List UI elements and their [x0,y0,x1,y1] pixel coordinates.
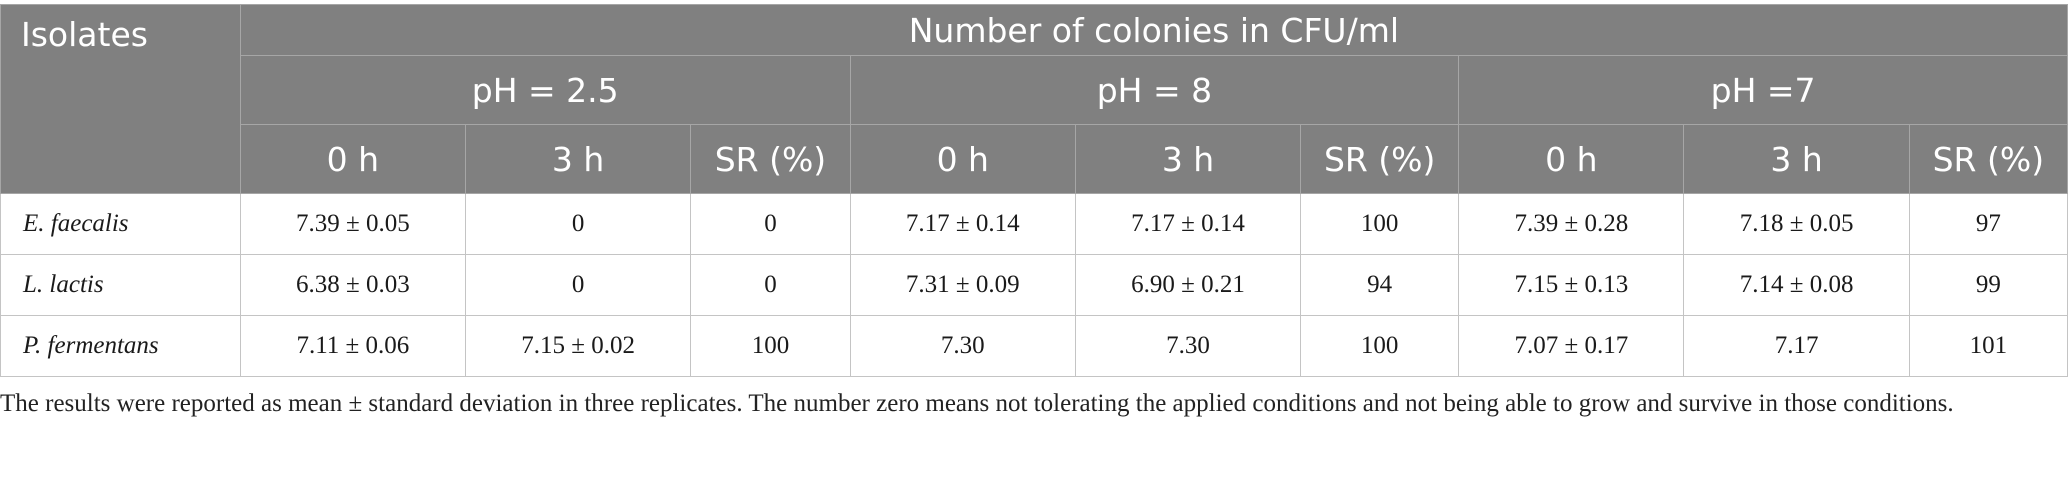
table-cell: 7.30 [1074,315,1302,377]
table-cell: 100 [690,315,851,377]
data-table: Isolates Number of colonies in CFU/ml pH… [0,4,2068,377]
table-cell: 6.38 ± 0.03 [239,254,467,316]
table-cell: 100 [1300,193,1460,255]
table-cell: 7.18 ± 0.05 [1683,193,1910,255]
ph-header-8: pH = 8 [849,55,1460,125]
subheader-0h: 0 h [239,124,467,194]
isolates-header: Isolates [0,4,241,194]
subheader-3h: 3 h [1683,124,1910,194]
table-cell: 0 [690,254,851,316]
table-cell: 100 [1300,315,1460,377]
subheader-0h: 0 h [849,124,1076,194]
table-cell: 7.15 ± 0.02 [464,315,692,377]
table-row: P. fermentans 7.11 ± 0.06 7.15 ± 0.02 10… [0,315,2068,377]
ph-header-2-5: pH = 2.5 [239,55,851,125]
table-cell: 0 [690,193,851,255]
table-cell: 7.31 ± 0.09 [849,254,1076,316]
table-cell: 0 [464,193,692,255]
subheader-sr: SR (%) [690,124,851,194]
table-container: Isolates Number of colonies in CFU/ml pH… [0,4,2068,421]
table-row: E. faecalis 7.39 ± 0.05 0 0 7.17 ± 0.14 … [0,193,2068,255]
subheader-3h: 3 h [1074,124,1302,194]
table-cell: 94 [1300,254,1460,316]
ph-header-7: pH =7 [1458,55,2068,125]
table-cell: 7.17 ± 0.14 [849,193,1076,255]
table-cell: 7.14 ± 0.08 [1683,254,1910,316]
isolate-name: L. lactis [0,254,241,316]
table-cell: 7.07 ± 0.17 [1458,315,1685,377]
table-cell: 7.39 ± 0.05 [239,193,467,255]
table-cell: 99 [1908,254,2068,316]
isolate-name: E. faecalis [0,193,241,255]
table-footnote: The results were reported as mean ± stan… [0,390,1954,417]
table-cell: 7.39 ± 0.28 [1458,193,1685,255]
table-cell: 7.15 ± 0.13 [1458,254,1685,316]
table-cell: 7.30 [849,315,1076,377]
subheader-sr: SR (%) [1300,124,1460,194]
subheader-0h: 0 h [1458,124,1685,194]
table-cell: 0 [464,254,692,316]
table-cell: 97 [1908,193,2068,255]
colonies-group-header: Number of colonies in CFU/ml [239,4,2068,56]
table-row: L. lactis 6.38 ± 0.03 0 0 7.31 ± 0.09 6.… [0,254,2068,316]
subheader-3h: 3 h [464,124,692,194]
table-cell: 7.17 [1683,315,1910,377]
isolate-name: P. fermentans [0,315,241,377]
table-cell: 6.90 ± 0.21 [1074,254,1302,316]
table-cell: 7.11 ± 0.06 [239,315,467,377]
table-cell: 101 [1908,315,2068,377]
table-cell: 7.17 ± 0.14 [1074,193,1302,255]
subheader-sr: SR (%) [1908,124,2068,194]
